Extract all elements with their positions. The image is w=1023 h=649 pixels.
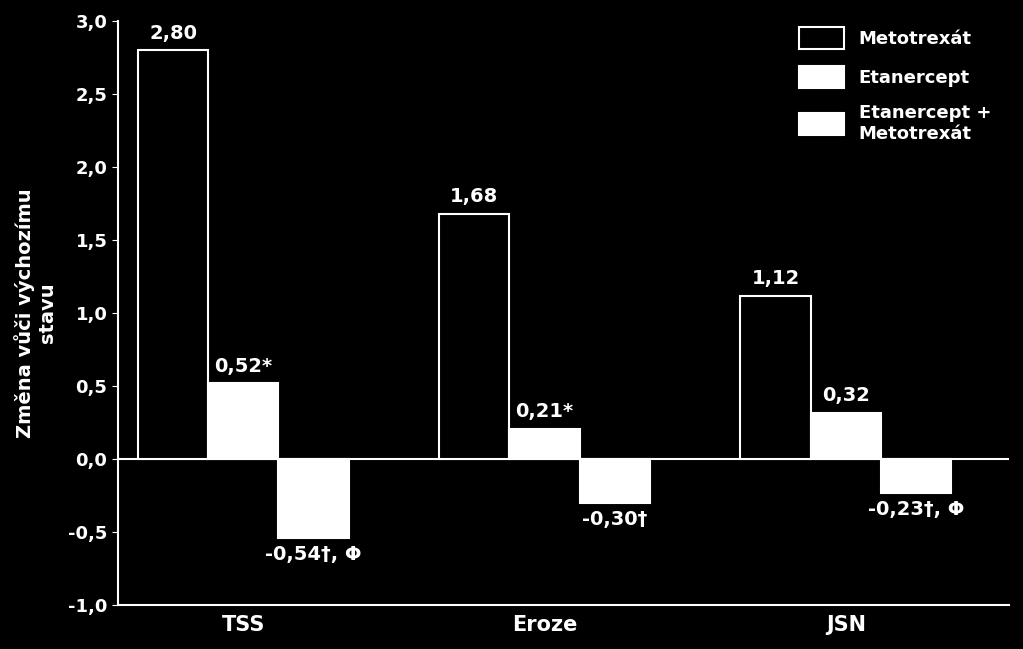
Legend: Metotrexát, Etanercept, Etanercept +
Metotrexát: Metotrexát, Etanercept, Etanercept + Met… (790, 18, 1000, 152)
Text: 0,52*: 0,52* (214, 357, 272, 376)
Bar (509, 428, 580, 459)
Bar (741, 295, 811, 459)
Text: 0,32: 0,32 (821, 386, 870, 405)
Text: 1,68: 1,68 (450, 188, 498, 206)
Bar (580, 459, 650, 503)
Text: -0,54†, Φ: -0,54†, Φ (265, 545, 362, 565)
Bar (881, 459, 951, 493)
Text: -0,23†, Φ: -0,23†, Φ (869, 500, 965, 519)
Text: -0,30†: -0,30† (582, 510, 648, 530)
Text: 0,21*: 0,21* (516, 402, 574, 421)
Bar (138, 50, 208, 459)
Bar (278, 459, 349, 538)
Text: 1,12: 1,12 (752, 269, 800, 288)
Bar (439, 214, 509, 459)
Bar (208, 384, 278, 459)
Y-axis label: Změna vůči výchozímu
stavu: Změna vůči výchozímu stavu (14, 188, 57, 438)
Bar (811, 413, 881, 459)
Text: 2,80: 2,80 (149, 24, 197, 43)
